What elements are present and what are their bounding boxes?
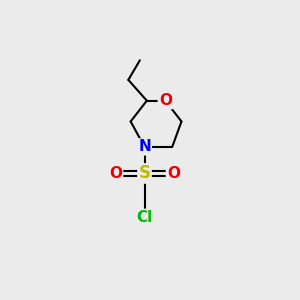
Text: Cl: Cl	[136, 210, 153, 225]
Text: O: O	[109, 166, 122, 181]
Text: O: O	[167, 166, 180, 181]
Text: O: O	[159, 93, 172, 108]
Text: N: N	[138, 140, 151, 154]
Text: S: S	[139, 164, 151, 182]
